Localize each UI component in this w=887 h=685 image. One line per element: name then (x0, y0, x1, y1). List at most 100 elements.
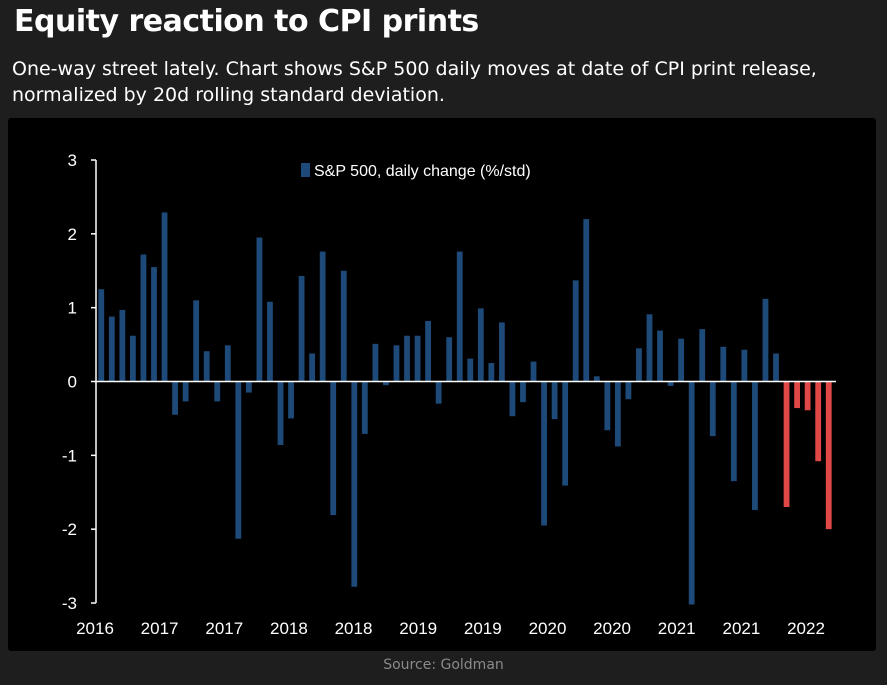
bar (425, 320, 431, 382)
x-tick-label: 2018 (270, 619, 308, 638)
bar (435, 381, 442, 404)
bar (709, 381, 716, 437)
bar (98, 289, 105, 382)
bar (477, 308, 484, 382)
bar (140, 254, 147, 382)
x-tick-label: 2021 (658, 619, 696, 638)
bar (372, 343, 379, 382)
bar (414, 335, 421, 382)
bar (551, 381, 558, 420)
bar (583, 219, 590, 382)
bar (277, 381, 284, 445)
bar (456, 251, 463, 382)
bar (330, 381, 337, 516)
x-tick-label: 2020 (529, 619, 567, 638)
x-tick-label: 2020 (593, 619, 631, 638)
bar (562, 381, 569, 486)
chart-panel: -3 -2 -1 0 1 2 3 2016 2017 2017 2018 2018 2019 2019 2… (8, 118, 876, 651)
y-tick-label: 1 (68, 299, 77, 318)
bar (572, 280, 579, 382)
bar (520, 381, 526, 403)
x-axis: 2016 2017 2017 2018 2018 2019 2019 2020 2020 2021… (76, 380, 836, 638)
bar (488, 363, 495, 382)
bar (130, 335, 136, 382)
source-note: Source: Goldman (383, 657, 504, 673)
bar (499, 322, 505, 382)
bar (741, 349, 748, 382)
page-title: Equity reaction to CPI prints (14, 4, 479, 39)
bar (530, 361, 537, 382)
bar (245, 381, 252, 393)
y-tick-label: -3 (62, 594, 77, 613)
y-tick-label: -2 (62, 520, 77, 539)
bar (161, 212, 168, 382)
bar (256, 237, 263, 382)
y-axis: -3 -2 -1 0 1 2 3 (62, 151, 97, 613)
bar (203, 351, 210, 382)
bar (699, 329, 706, 382)
bar (446, 337, 453, 382)
bar (636, 348, 642, 382)
bar (646, 314, 653, 382)
bar (720, 346, 727, 382)
y-tick-label: -1 (62, 446, 77, 465)
bar (182, 381, 189, 402)
bar (688, 381, 695, 605)
bar (657, 330, 663, 382)
bar (625, 381, 632, 400)
legend-label: S&P 500, daily change (%/std) (314, 163, 531, 180)
bar-highlight (804, 381, 811, 411)
bar (361, 381, 368, 434)
bar (119, 309, 126, 382)
x-tick-label: 2019 (464, 619, 502, 638)
legend-swatch (301, 163, 310, 177)
x-tick-label: 2016 (76, 619, 114, 638)
bar (340, 270, 347, 382)
bar (224, 345, 231, 382)
bar (383, 381, 389, 386)
x-tick-label: 2019 (399, 619, 437, 638)
x-tick-label: 2022 (787, 619, 825, 638)
bar (678, 338, 685, 382)
bar (309, 353, 316, 382)
y-tick-label: 0 (68, 373, 77, 392)
bar (351, 381, 358, 587)
y-tick-label: 3 (68, 151, 77, 170)
bar (773, 353, 779, 382)
bar (288, 381, 294, 419)
bar (108, 316, 115, 382)
bar (730, 381, 737, 482)
x-tick-label: 2021 (722, 619, 760, 638)
y-tick-label: 2 (68, 225, 77, 244)
bar (467, 358, 474, 382)
bar-series (98, 212, 832, 605)
bar (752, 381, 758, 510)
bar (762, 298, 769, 382)
bar (267, 301, 273, 382)
x-tick-label: 2017 (141, 619, 179, 638)
legend: S&P 500, daily change (%/std) (301, 163, 531, 180)
bar (593, 376, 600, 382)
bar (298, 275, 305, 382)
bar (193, 300, 200, 382)
bar-highlight (794, 381, 800, 409)
bar-highlight (825, 381, 832, 530)
bar (509, 381, 516, 417)
x-tick-label: 2017 (205, 619, 243, 638)
page-subtitle: One-way street lately. Chart shows S&P 5… (12, 58, 817, 106)
bar (667, 381, 674, 386)
bar (151, 267, 157, 382)
bar (319, 251, 326, 382)
bar-highlight (783, 381, 790, 508)
bar (404, 335, 410, 382)
bar (235, 381, 242, 539)
bar (214, 381, 221, 402)
bar (393, 345, 400, 382)
bar-highlight (815, 381, 822, 462)
bar (604, 381, 611, 431)
bar (614, 381, 621, 447)
bar (541, 381, 547, 526)
bar (172, 381, 178, 415)
x-tick-label: 2018 (335, 619, 373, 638)
